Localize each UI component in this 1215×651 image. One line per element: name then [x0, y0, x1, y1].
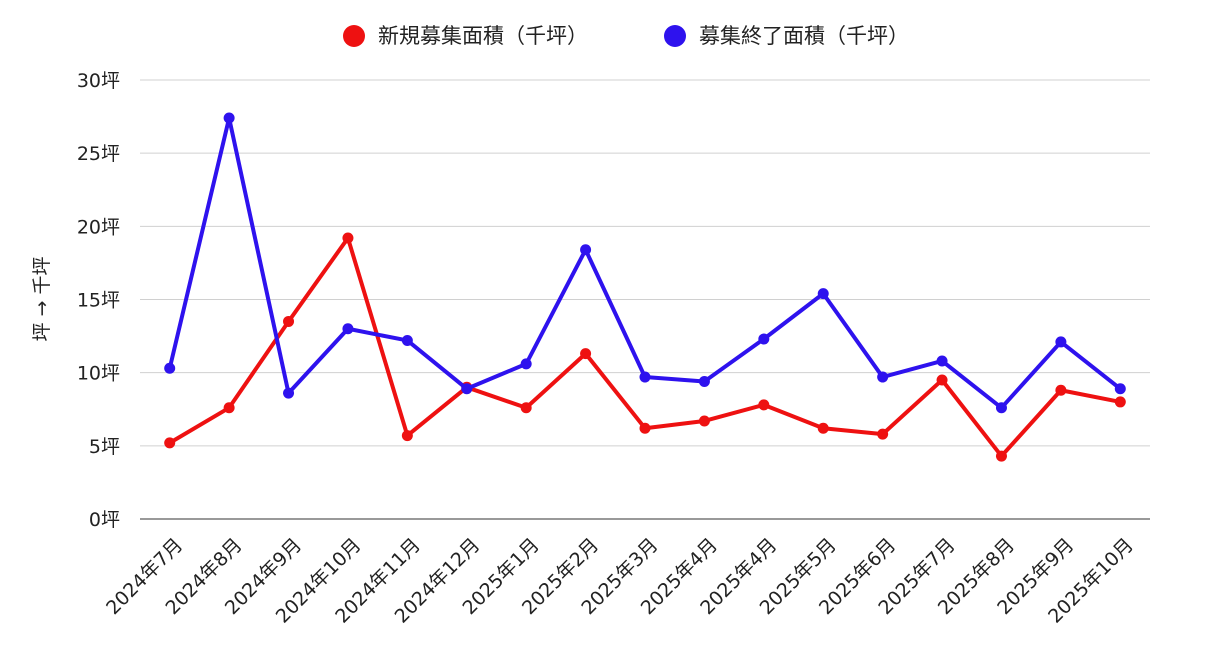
data-point-series-1 [580, 348, 592, 360]
data-point-series-1 [758, 399, 770, 411]
data-point-series-2 [1055, 336, 1067, 348]
data-point-series-1 [1114, 396, 1126, 408]
data-point-series-2 [461, 383, 473, 395]
data-point-series-1 [223, 402, 235, 414]
data-point-series-1 [698, 415, 710, 427]
y-tick-label: 20坪 [77, 216, 120, 238]
legend-marker-series-2 [664, 25, 686, 47]
data-point-series-1 [877, 428, 889, 440]
series-line-2 [167, 116, 1123, 410]
data-point-series-1 [1055, 384, 1067, 396]
data-point-series-2 [223, 112, 235, 124]
y-tick-label: 5坪 [89, 436, 120, 458]
data-point-series-1 [995, 450, 1007, 462]
data-point-series-2 [817, 288, 829, 300]
y-tick-label: 25坪 [77, 143, 120, 165]
data-point-series-1 [401, 430, 413, 442]
y-tick-label: 15坪 [77, 290, 120, 312]
legend-label-series-2: 募集終了面積（千坪） [699, 24, 909, 48]
data-point-series-1 [639, 422, 651, 434]
data-point-series-2 [342, 323, 354, 335]
y-tick-label: 0坪 [89, 509, 120, 531]
legend-label-series-1: 新規募集面積（千坪） [378, 24, 588, 48]
data-point-series-2 [758, 333, 770, 345]
data-point-series-1 [817, 422, 829, 434]
data-point-series-1 [936, 374, 948, 386]
data-point-series-1 [283, 315, 295, 327]
data-point-series-1 [164, 437, 176, 449]
data-point-series-2 [877, 371, 889, 383]
y-tick-label: 30坪 [77, 70, 120, 92]
series-lines [164, 112, 1126, 462]
data-point-series-2 [520, 358, 532, 370]
x-axis-ticks: 2024年7月2024年8月2024年9月2024年10月2024年11月202… [102, 534, 1138, 628]
legend: 新規募集面積（千坪） 募集終了面積（千坪） [343, 24, 909, 48]
data-point-series-1 [342, 232, 354, 244]
legend-marker-series-1 [343, 25, 365, 47]
data-point-series-2 [639, 371, 651, 383]
data-point-series-2 [283, 387, 295, 399]
data-point-series-2 [164, 362, 176, 374]
data-point-series-2 [936, 355, 948, 367]
data-point-series-1 [520, 402, 532, 414]
data-point-series-2 [995, 402, 1007, 414]
y-tick-label: 10坪 [77, 363, 120, 385]
data-point-series-2 [698, 375, 710, 387]
data-point-series-2 [401, 334, 413, 346]
data-point-series-2 [580, 244, 592, 256]
y-axis-label: 坪 → 千坪 [31, 257, 53, 342]
data-point-series-2 [1114, 383, 1126, 395]
y-axis-ticks: 0坪 5坪 10坪 15坪 20坪 25坪 30坪 [77, 70, 120, 531]
